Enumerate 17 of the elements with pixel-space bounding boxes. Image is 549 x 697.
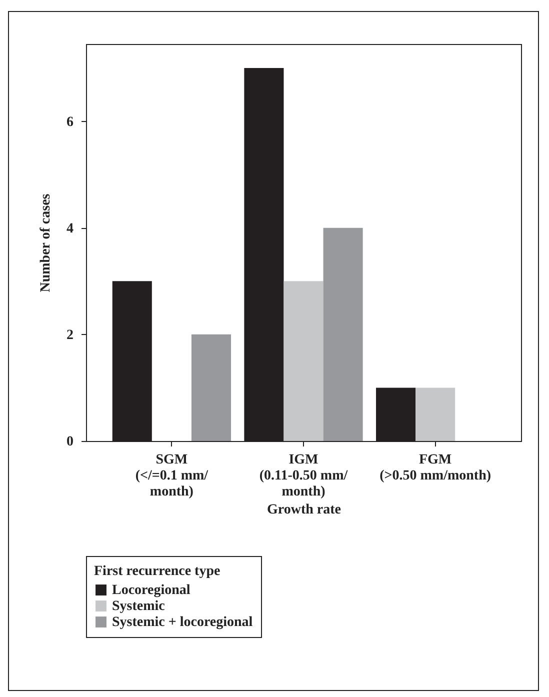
y-tick-label: 2 [66, 328, 74, 343]
bar [284, 281, 324, 441]
bar [416, 388, 456, 441]
bar [191, 334, 231, 441]
y-tick-label: 0 [66, 434, 74, 450]
x-axis-title: Growth rate [267, 502, 341, 518]
y-tick-label: 4 [66, 221, 74, 236]
legend-label: Systemic + locoregional [112, 615, 253, 630]
x-tick-label: IGM (0.11-0.50 mm/ month) [259, 452, 349, 500]
y-tick-label: 6 [66, 114, 74, 130]
legend-label: Locoregional [112, 583, 190, 598]
y-axis-title: Number of cases [38, 193, 54, 292]
x-tick-label: FGM (>0.50 mm/month) [380, 452, 492, 484]
x-tick-label: SGM (</=0.1 mm/ month) [135, 452, 210, 500]
legend-label: Systemic [112, 599, 165, 614]
bar [323, 228, 363, 441]
legend-title: First recurrence type [94, 564, 220, 579]
